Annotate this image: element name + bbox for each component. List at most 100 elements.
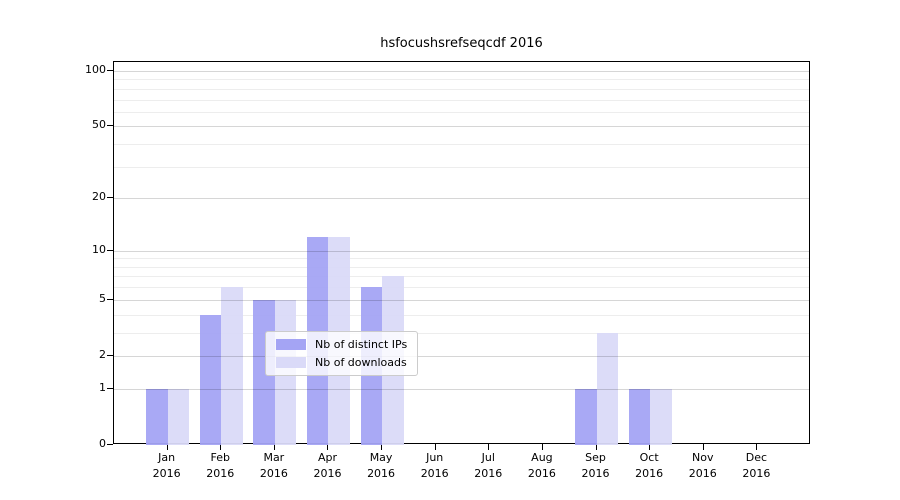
x-tick-label: Sep 2016 [569, 450, 623, 482]
bar-nb-of-downloads-jan [167, 388, 190, 445]
minor-gridline [114, 111, 809, 113]
x-tick-month: Jul [481, 451, 495, 464]
x-tick-mark [649, 444, 651, 450]
legend-entry: Nb of distinct IPs [276, 338, 407, 351]
x-tick-mark [273, 444, 275, 450]
y-tick-label: 10 [92, 242, 106, 256]
minor-gridline [114, 99, 809, 101]
x-tick-month: Sep [585, 451, 606, 464]
y-tick-mark [107, 197, 113, 199]
y-tick-label: 1 [99, 380, 106, 394]
bar-nb-of-distinct-ips-oct [628, 388, 651, 445]
x-tick-month: Jan [158, 451, 176, 464]
x-tick-mark [381, 444, 383, 450]
x-tick-mark [488, 444, 490, 450]
x-tick-year: 2016 [152, 467, 181, 480]
x-tick-label: Jun 2016 [408, 450, 462, 482]
legend-swatch-icon [276, 339, 306, 350]
legend-entry: Nb of downloads [276, 356, 407, 369]
y-tick-label: 2 [99, 347, 106, 361]
x-tick-year: 2016 [635, 467, 664, 480]
minor-gridline [114, 314, 809, 316]
x-tick-year: 2016 [474, 467, 503, 480]
chart-title: hsfocushsrefseqcdf 2016 [380, 36, 543, 51]
bar-nb-of-downloads-feb [221, 287, 243, 445]
minor-gridline [114, 79, 809, 81]
bar-nb-of-downloads-oct [650, 388, 672, 445]
x-tick-month: Nov [692, 451, 714, 464]
x-tick-year: 2016 [527, 467, 556, 480]
y-tick-mark [107, 70, 113, 71]
x-tick-month: Jun [426, 451, 444, 464]
bar-nb-of-distinct-ips-feb [199, 314, 222, 445]
major-gridline [114, 126, 809, 128]
x-tick-label: Jan 2016 [140, 450, 194, 482]
x-tick-label: Oct 2016 [622, 450, 676, 482]
x-tick-mark [595, 444, 597, 450]
minor-gridline [114, 144, 809, 146]
x-tick-mark [541, 444, 543, 450]
major-gridline [114, 355, 809, 357]
x-tick-mark [220, 444, 222, 450]
y-tick-label: 0 [99, 437, 106, 450]
x-tick-month: Feb [210, 451, 230, 464]
bar-nb-of-distinct-ips-jan [146, 388, 168, 445]
y-tick-label: 20 [92, 190, 106, 204]
bar-nb-of-distinct-ips-sep [575, 388, 597, 445]
major-gridline [114, 71, 809, 72]
y-tick-mark [107, 249, 113, 251]
bar-nb-of-downloads-sep [596, 332, 619, 445]
x-tick-month: Mar [263, 451, 285, 464]
y-tick-mark [107, 387, 113, 389]
x-tick-mark [166, 444, 168, 450]
x-tick-mark [702, 444, 704, 450]
minor-gridline [114, 166, 809, 168]
minor-gridline [114, 287, 809, 289]
legend-label: Nb of distinct IPs [315, 338, 408, 351]
x-tick-label: Nov 2016 [676, 450, 730, 482]
minor-gridline [114, 266, 809, 268]
x-tick-year: 2016 [742, 467, 771, 480]
y-tick-mark [107, 444, 113, 445]
plot-area [113, 61, 810, 445]
minor-gridline [114, 88, 809, 90]
y-tick-label: 5 [99, 291, 106, 305]
minor-gridline [114, 332, 809, 334]
major-gridline [114, 250, 809, 252]
x-tick-month: Dec [745, 451, 768, 464]
x-tick-label: Aug 2016 [515, 450, 569, 482]
x-tick-label: Jul 2016 [461, 450, 515, 482]
x-tick-month: Apr [317, 451, 337, 464]
y-tick-mark [107, 354, 113, 356]
y-tick-label: 100 [85, 63, 106, 76]
major-gridline [114, 388, 809, 390]
x-tick-label: Mar 2016 [247, 450, 301, 482]
legend: Nb of distinct IPs Nb of downloads [265, 331, 419, 376]
x-tick-label: Feb 2016 [193, 450, 247, 482]
x-tick-year: 2016 [206, 467, 235, 480]
x-tick-year: 2016 [581, 467, 610, 480]
legend-label: Nb of downloads [315, 356, 407, 369]
legend-swatch-icon [276, 357, 306, 368]
x-tick-label: Dec 2016 [729, 450, 783, 482]
x-tick-mark [756, 444, 758, 450]
x-tick-month: Aug [531, 451, 553, 464]
major-gridline [114, 299, 809, 301]
x-tick-month: Oct [639, 451, 659, 464]
y-tick-label: 50 [92, 118, 106, 132]
x-tick-year: 2016 [688, 467, 717, 480]
x-tick-mark [434, 444, 436, 450]
x-tick-label: May 2016 [354, 450, 408, 482]
x-tick-year: 2016 [420, 467, 449, 480]
y-tick-mark [107, 125, 113, 127]
x-tick-month: May [369, 451, 393, 464]
minor-gridline [114, 258, 809, 260]
x-tick-year: 2016 [259, 467, 288, 480]
x-tick-mark [327, 444, 329, 450]
y-tick-mark [107, 298, 113, 300]
x-tick-label: Apr 2016 [300, 450, 354, 482]
major-gridline [114, 198, 809, 200]
minor-gridline [114, 276, 809, 278]
x-tick-year: 2016 [313, 467, 342, 480]
